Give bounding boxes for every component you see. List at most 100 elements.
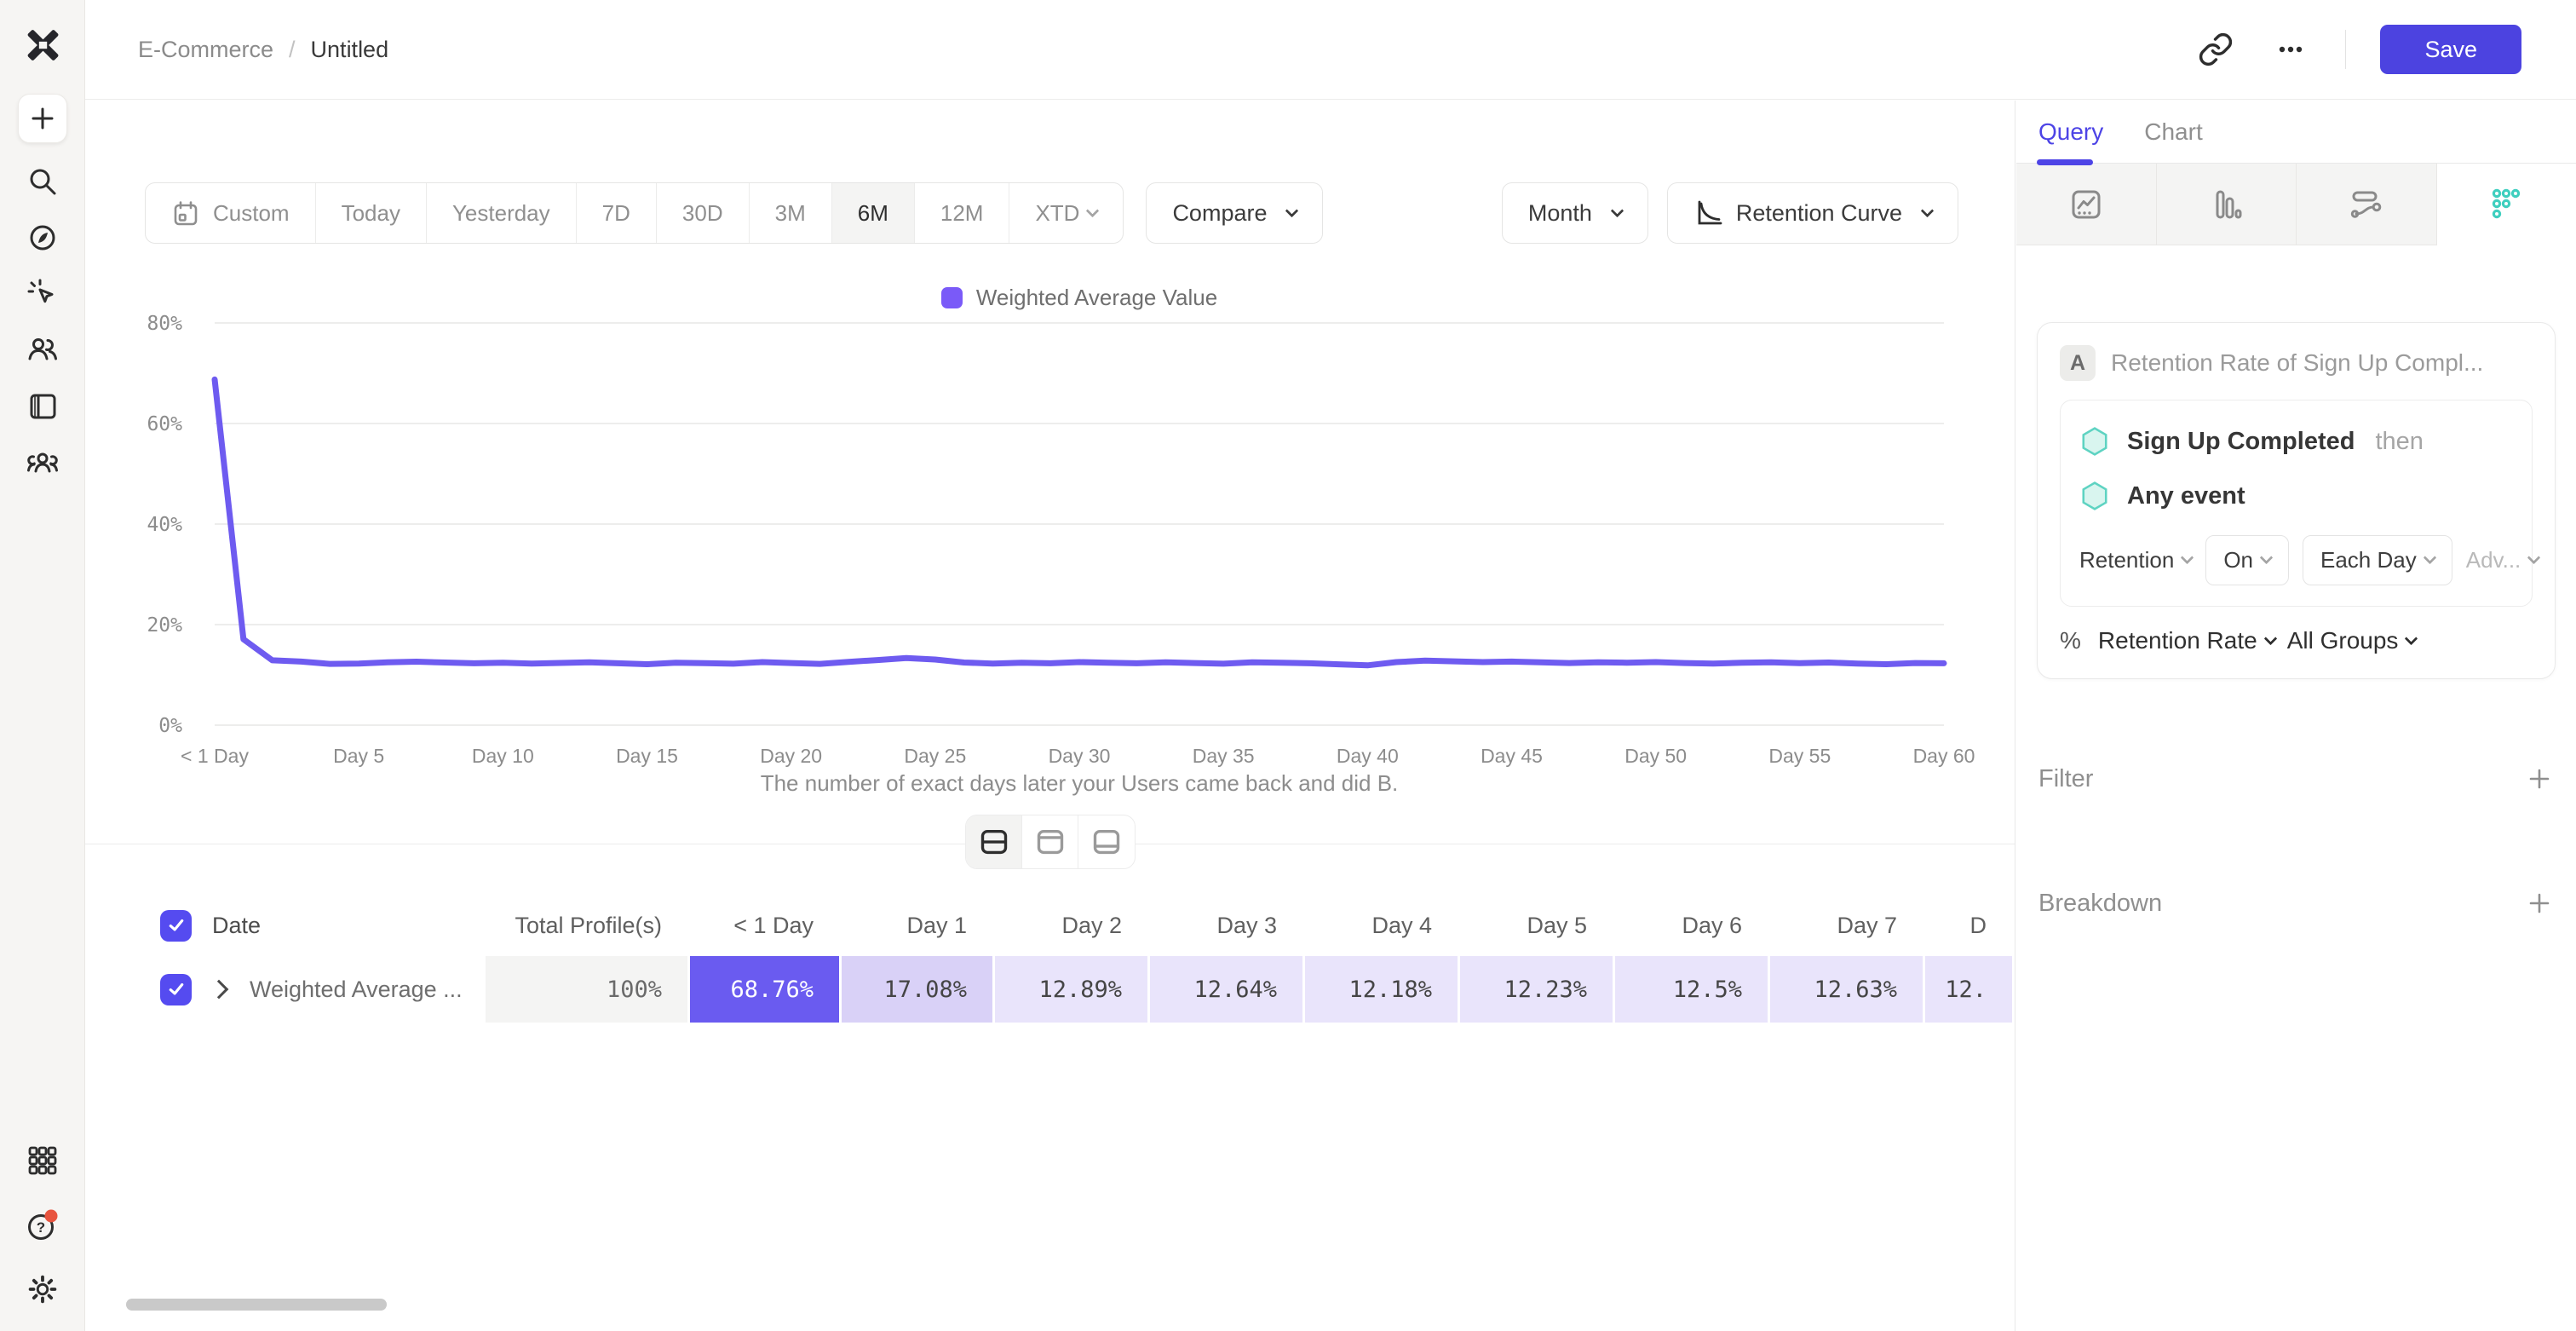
save-button[interactable]: Save (2380, 25, 2521, 74)
table-value-cell: 12.23% (1458, 956, 1613, 1023)
people-group-icon (26, 452, 58, 473)
bucket-dropdown[interactable]: Each Day (2303, 535, 2452, 585)
chart-type-insights[interactable] (2016, 164, 2157, 245)
users-nav-button[interactable] (23, 331, 62, 370)
breadcrumb: E-Commerce / Untitled (138, 37, 388, 63)
right-controls: Month Retention Curve (1501, 182, 1958, 244)
svg-text:40%: 40% (147, 514, 182, 536)
add-filter-button[interactable] (2527, 766, 2552, 792)
on-dropdown[interactable]: On (2205, 535, 2289, 585)
horizontal-scrollbar-thumb[interactable] (126, 1299, 387, 1311)
date-range-3m[interactable]: 3M (750, 183, 832, 243)
svg-text:0%: 0% (158, 715, 182, 737)
column-header: Day 7 (1837, 912, 1897, 938)
retention-line-chart[interactable]: 0% 20% 40% 60% 80% < 1 Day Day 5 Day 10 Day 15 Da… (85, 310, 2015, 767)
copy-link-button[interactable] (2195, 29, 2236, 70)
mixpanel-logo-icon (27, 30, 58, 60)
svg-text:Day 40: Day 40 (1337, 745, 1399, 767)
filter-label: Filter (2038, 764, 2094, 792)
query-card-header: A Retention Rate of Sign Up Compl... (2060, 345, 2533, 381)
table-value-cell: 12. (1923, 956, 2012, 1023)
table-row-label-cell: Weighted Average ... (85, 973, 486, 1005)
series-badge: A (2060, 345, 2096, 381)
chart-type-dropdown[interactable]: Retention Curve (1666, 182, 1958, 244)
create-new-button[interactable] (17, 94, 67, 143)
on-label: On (2223, 547, 2253, 573)
chart-type-flows[interactable] (2297, 164, 2437, 245)
svg-text:Day 25: Day 25 (904, 745, 966, 767)
svg-text:20%: 20% (147, 614, 182, 637)
search-nav-button[interactable] (23, 162, 62, 201)
chevron-down-icon (1285, 204, 1299, 217)
view-toggle-split[interactable] (966, 815, 1022, 868)
svg-text:Day 15: Day 15 (616, 745, 678, 767)
view-toggle-table-only[interactable] (1078, 815, 1135, 868)
report-name[interactable]: Retention Rate of Sign Up Compl... (2111, 349, 2484, 376)
svg-text:Day 60: Day 60 (1913, 745, 1975, 767)
select-all-checkbox[interactable] (160, 909, 192, 942)
users-icon (28, 338, 57, 360)
help-button[interactable]: ? (22, 1205, 63, 1246)
column-header: Day 3 (1216, 912, 1277, 938)
event-step-1[interactable]: Sign Up Completed then (2079, 419, 2513, 464)
explore-nav-button[interactable] (23, 218, 62, 257)
tab-chart[interactable]: Chart (2144, 118, 2203, 145)
chart-legend[interactable]: Weighted Average Value (114, 285, 2044, 311)
table-value-cell: 12.18% (1302, 956, 1458, 1023)
app-sidebar: ? (0, 0, 85, 1331)
breadcrumb-project[interactable]: E-Commerce (138, 36, 274, 62)
active-tab-indicator (2037, 159, 2093, 165)
compare-label: Compare (1172, 199, 1268, 226)
column-header: Total Profile(s) (515, 912, 662, 938)
compare-button[interactable]: Compare (1146, 182, 1324, 244)
settings-button[interactable] (23, 1270, 62, 1309)
more-options-button[interactable] (2270, 29, 2311, 70)
granularity-dropdown[interactable]: Month (1501, 182, 1648, 244)
chart-type-retention[interactable] (2436, 164, 2576, 245)
mixpanel-logo[interactable] (21, 24, 64, 66)
view-toggle-chart-only[interactable] (1022, 815, 1078, 868)
svg-text:Day 35: Day 35 (1193, 745, 1255, 767)
percent-symbol: % (2060, 627, 2081, 654)
legend-label: Weighted Average Value (975, 285, 1218, 310)
add-breakdown-button[interactable] (2527, 890, 2552, 916)
retention-controls-row: Retention On Each Day Adv... (2079, 535, 2541, 585)
breadcrumb-page-title[interactable]: Untitled (310, 36, 389, 62)
compass-icon (30, 225, 55, 251)
tab-query[interactable]: Query (2038, 118, 2104, 145)
date-range-30d[interactable]: 30D (657, 183, 750, 243)
date-range-today[interactable]: Today (316, 183, 427, 243)
events-nav-button[interactable] (23, 274, 62, 314)
groups-dropdown[interactable]: All Groups (2286, 627, 2418, 654)
metric-dropdown[interactable]: Retention Rate (2098, 627, 2277, 654)
date-range-7d[interactable]: 7D (577, 183, 657, 243)
event-step-2[interactable]: Any event (2079, 474, 2513, 518)
apps-grid-button[interactable] (24, 1142, 61, 1179)
advanced-dropdown[interactable]: Adv... (2466, 547, 2541, 573)
chart-caption: The number of exact days later your User… (760, 770, 1399, 796)
event-hexagon-icon (2082, 427, 2107, 456)
row-checkbox[interactable] (160, 973, 192, 1005)
apps-grid-icon (28, 1146, 56, 1175)
cohorts-nav-button[interactable] (23, 445, 62, 484)
table-value-cell: 68.76% (687, 956, 839, 1023)
retention-type-dropdown[interactable]: Retention (2079, 547, 2194, 573)
chart-type-bar[interactable] (2156, 164, 2297, 245)
boards-nav-button[interactable] (23, 387, 62, 426)
date-range-custom[interactable]: Custom (146, 183, 316, 243)
chart-controls-row: Custom Today Yesterday 7D 30D 3M 6M 12M XTD Comp… (145, 182, 1958, 244)
measure-row: % Retention Rate All Groups (2060, 627, 2533, 654)
date-range-12m[interactable]: 12M (915, 183, 1010, 243)
date-range-6m[interactable]: 6M (831, 183, 915, 243)
row-expander-chevron[interactable] (209, 979, 229, 1000)
groups-label: All Groups (2286, 627, 2399, 654)
row-label: Weighted Average ... (250, 976, 463, 1002)
date-range-xtd[interactable]: XTD (1009, 183, 1123, 243)
link-icon (2199, 32, 2233, 66)
table-value-cell: 12.5% (1613, 956, 1768, 1023)
column-header: D (1969, 912, 1987, 938)
date-range-group: Custom Today Yesterday 7D 30D 3M 6M 12M XTD (145, 182, 1124, 244)
panel-tabs: Query Chart (2016, 101, 2576, 165)
date-range-yesterday[interactable]: Yesterday (427, 183, 577, 243)
column-header: < 1 Day (733, 912, 814, 938)
